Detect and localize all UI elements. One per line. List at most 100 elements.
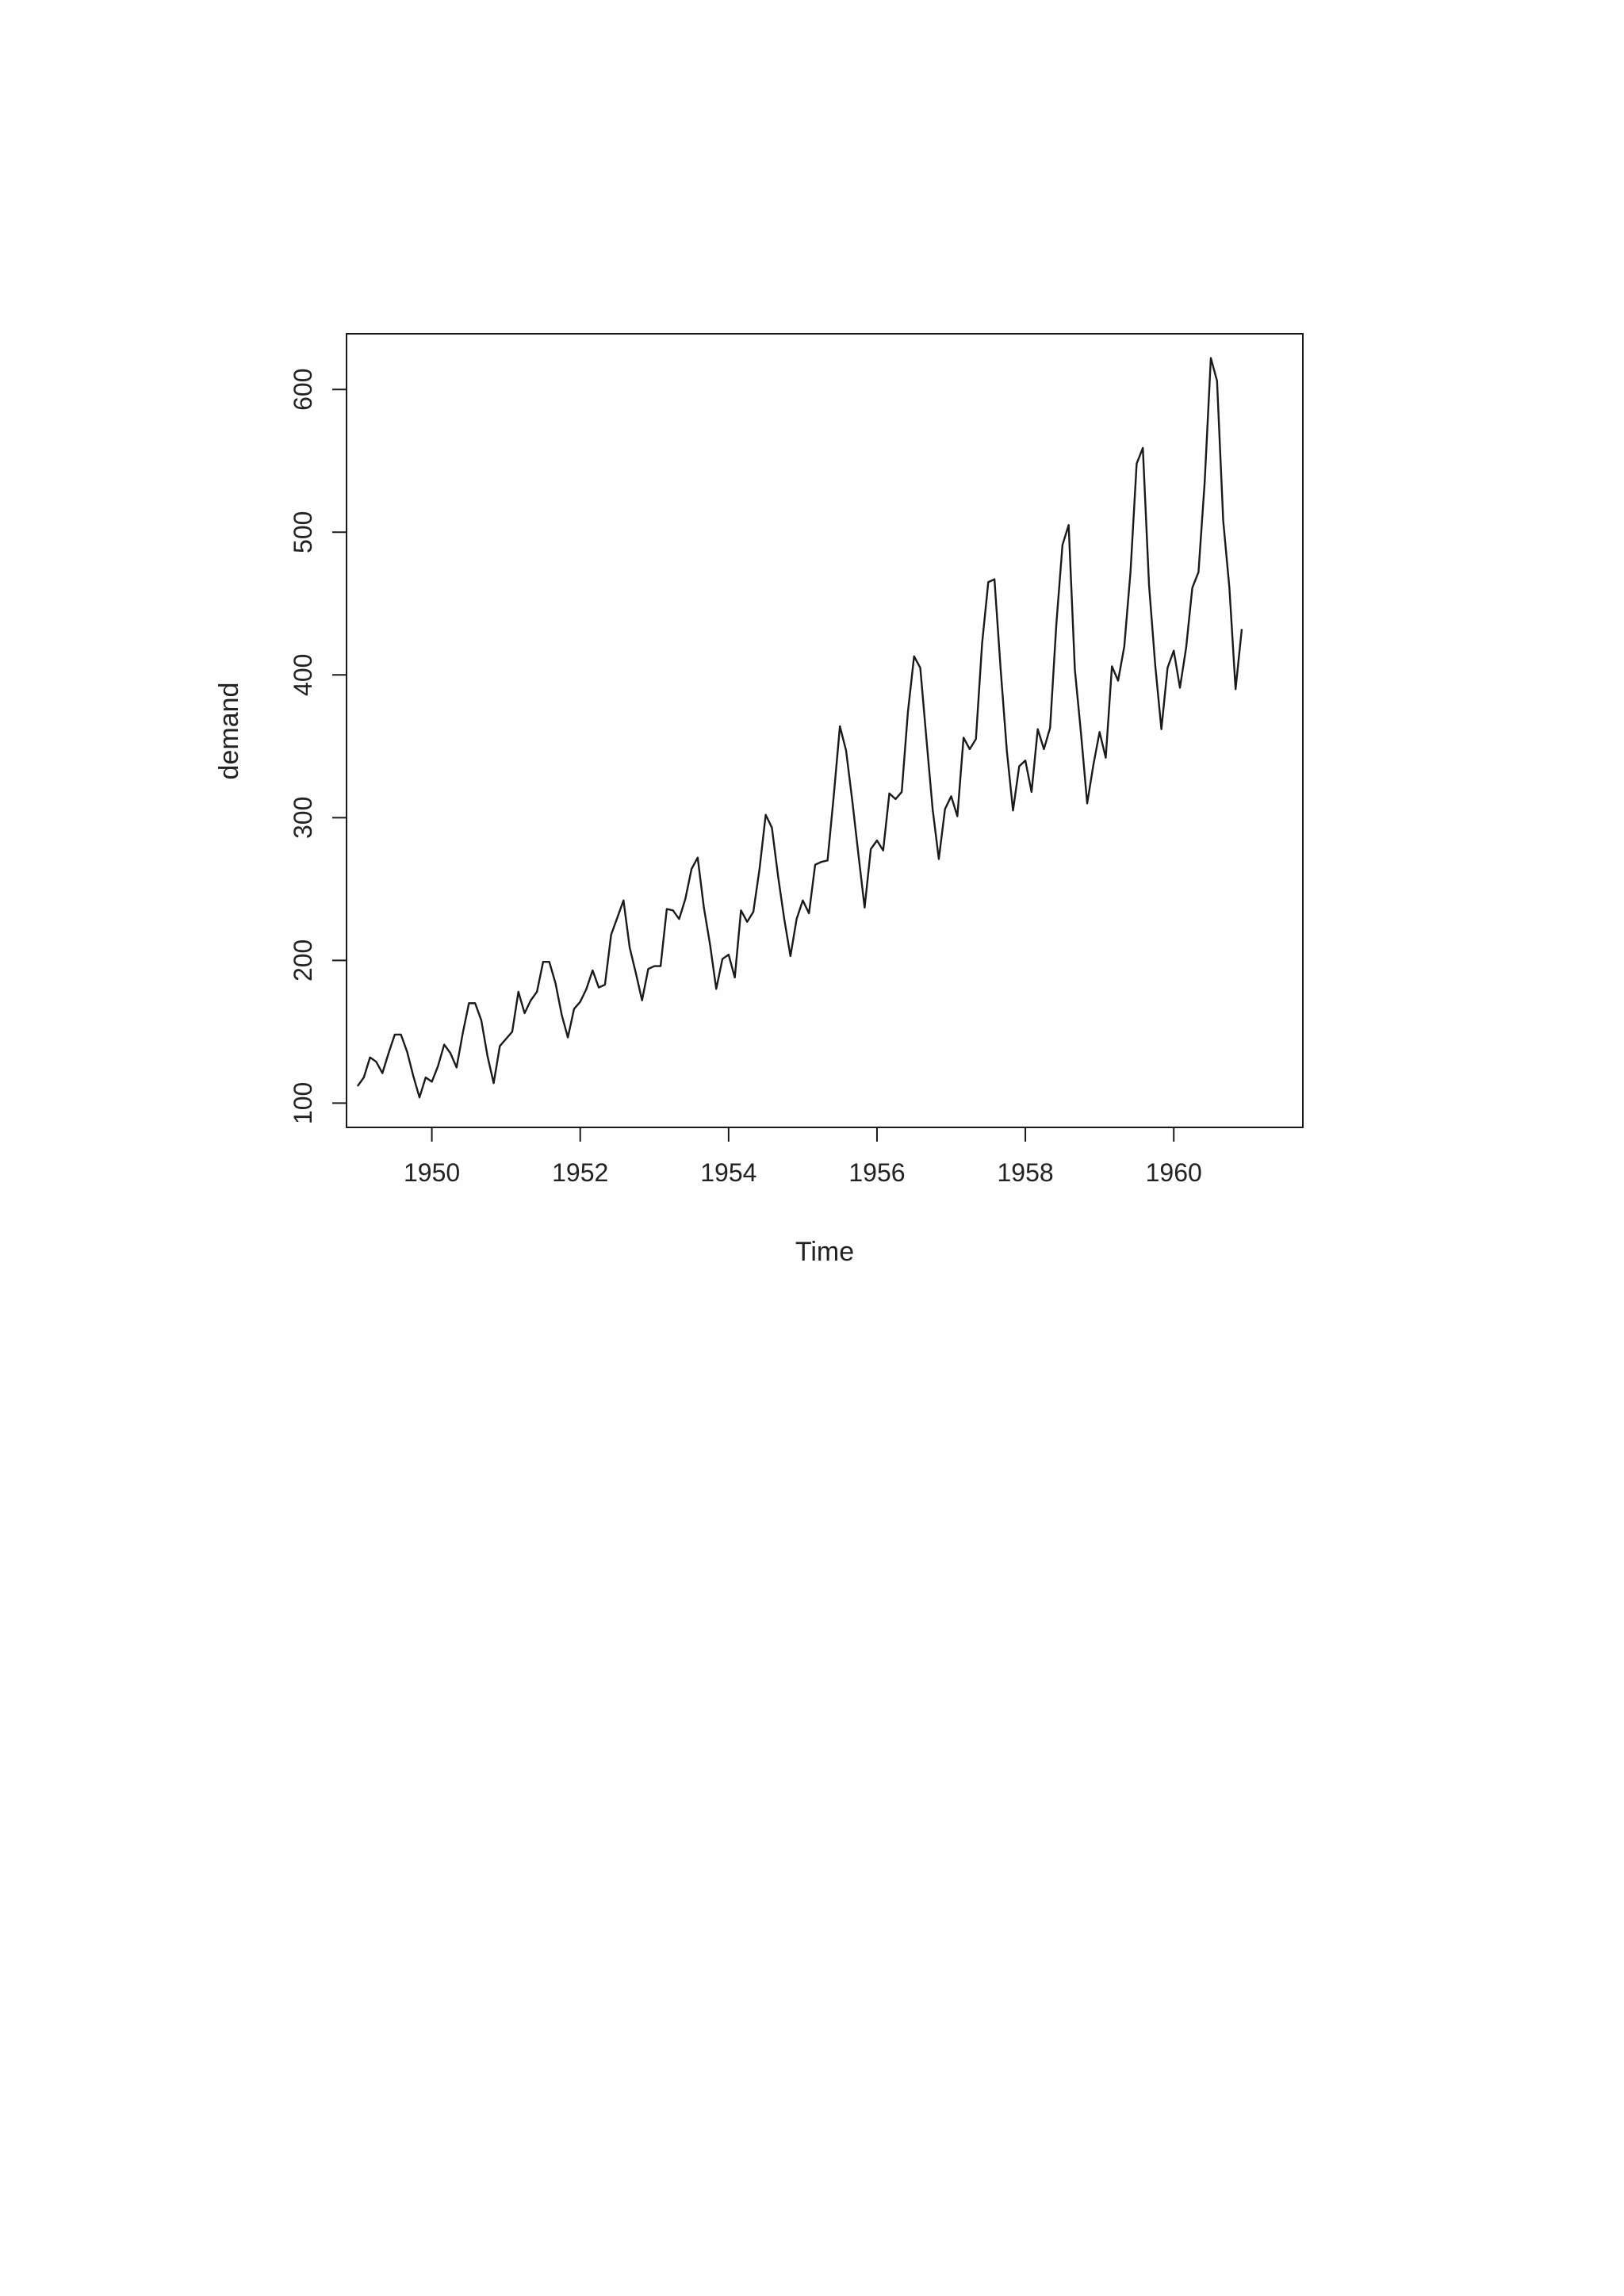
data-point — [561, 1014, 562, 1016]
data-point — [956, 815, 958, 817]
y-tick-label: 100 — [289, 1082, 317, 1124]
data-point — [536, 991, 538, 993]
data-point — [629, 947, 630, 948]
data-point — [1148, 584, 1150, 586]
x-axis-label: Time — [795, 1237, 854, 1267]
data-point — [833, 795, 834, 797]
data-point — [963, 737, 964, 739]
data-point — [400, 1034, 402, 1035]
data-point — [703, 907, 705, 909]
y-tick-label: 500 — [289, 511, 317, 553]
data-point — [1111, 665, 1113, 668]
data-point — [1093, 764, 1094, 766]
data-point — [821, 861, 822, 863]
data-point — [1222, 520, 1224, 522]
data-point — [406, 1050, 408, 1053]
data-point — [1080, 733, 1082, 734]
data-point — [684, 898, 686, 900]
y-axis-label: demand — [214, 683, 244, 780]
data-point — [802, 900, 804, 901]
data-point — [1185, 647, 1187, 649]
data-point — [1235, 688, 1236, 690]
data-point — [759, 868, 760, 870]
data-point — [492, 1082, 495, 1084]
data-point — [431, 1081, 433, 1082]
x-tick-label: 1954 — [700, 1158, 756, 1187]
data-point — [1191, 587, 1193, 589]
data-point — [678, 918, 680, 920]
data-point — [573, 1008, 575, 1010]
data-point — [746, 921, 748, 923]
data-point — [839, 725, 841, 727]
demand-series-line — [357, 357, 1243, 1099]
data-point — [412, 1075, 414, 1077]
data-point — [697, 857, 699, 859]
data-point — [894, 798, 896, 800]
data-point — [554, 982, 557, 984]
data-point — [616, 916, 619, 918]
x-tick-label: 1950 — [404, 1158, 460, 1187]
data-point — [1068, 524, 1070, 526]
data-point — [487, 1055, 488, 1057]
data-point — [1074, 668, 1076, 670]
data-point — [814, 864, 816, 866]
data-point — [1031, 791, 1032, 793]
data-point — [876, 840, 878, 841]
data-point — [907, 711, 909, 713]
x-tick-label: 1958 — [997, 1158, 1053, 1187]
data-point — [925, 738, 927, 740]
data-point — [765, 814, 767, 816]
data-point — [1055, 624, 1057, 626]
data-point — [1006, 750, 1008, 752]
data-point — [456, 1066, 458, 1068]
y-tick-label: 600 — [289, 369, 317, 411]
data-point — [1179, 687, 1181, 689]
y-axis: 100 200 300 400 500 600 — [289, 369, 347, 1124]
data-point — [975, 738, 977, 740]
data-point — [443, 1043, 445, 1046]
data-point — [1018, 765, 1020, 767]
data-point — [845, 750, 847, 752]
data-point — [1099, 731, 1101, 733]
data-point — [622, 900, 624, 901]
data-point — [1086, 802, 1088, 804]
plot-frame — [346, 333, 1304, 1128]
data-point — [790, 955, 791, 957]
x-tick-label: 1960 — [1146, 1158, 1202, 1187]
data-points — [357, 358, 1243, 1098]
data-point — [1136, 463, 1138, 465]
data-point — [635, 972, 637, 974]
data-point — [1117, 679, 1119, 682]
data-point — [604, 984, 606, 985]
data-point — [518, 991, 519, 993]
data-point — [864, 907, 865, 909]
data-point — [474, 1002, 476, 1004]
data-point — [530, 1000, 531, 1001]
data-point — [994, 579, 995, 580]
data-point — [1049, 727, 1051, 729]
data-point — [1228, 587, 1230, 589]
data-point — [783, 918, 785, 920]
data-point — [969, 748, 971, 750]
data-point — [734, 977, 736, 978]
data-point — [357, 1085, 358, 1087]
data-point — [511, 1031, 513, 1032]
y-tick-label: 400 — [289, 654, 317, 696]
x-tick-label: 1952 — [552, 1158, 608, 1187]
data-point — [1000, 668, 1002, 670]
data-point — [647, 968, 649, 970]
data-point — [796, 918, 798, 920]
data-point — [394, 1034, 396, 1035]
data-point — [888, 793, 891, 794]
y-tick-label: 200 — [289, 939, 317, 982]
data-point — [388, 1052, 389, 1054]
data-point — [462, 1032, 464, 1034]
y-tick-label: 300 — [289, 797, 317, 839]
data-point — [950, 795, 952, 797]
data-point — [567, 1036, 569, 1039]
data-point — [672, 909, 674, 911]
x-axis: 1950 1952 1954 1956 1958 1960 — [404, 1127, 1202, 1187]
data-point — [826, 859, 829, 861]
x-tick-label: 1956 — [848, 1158, 905, 1187]
